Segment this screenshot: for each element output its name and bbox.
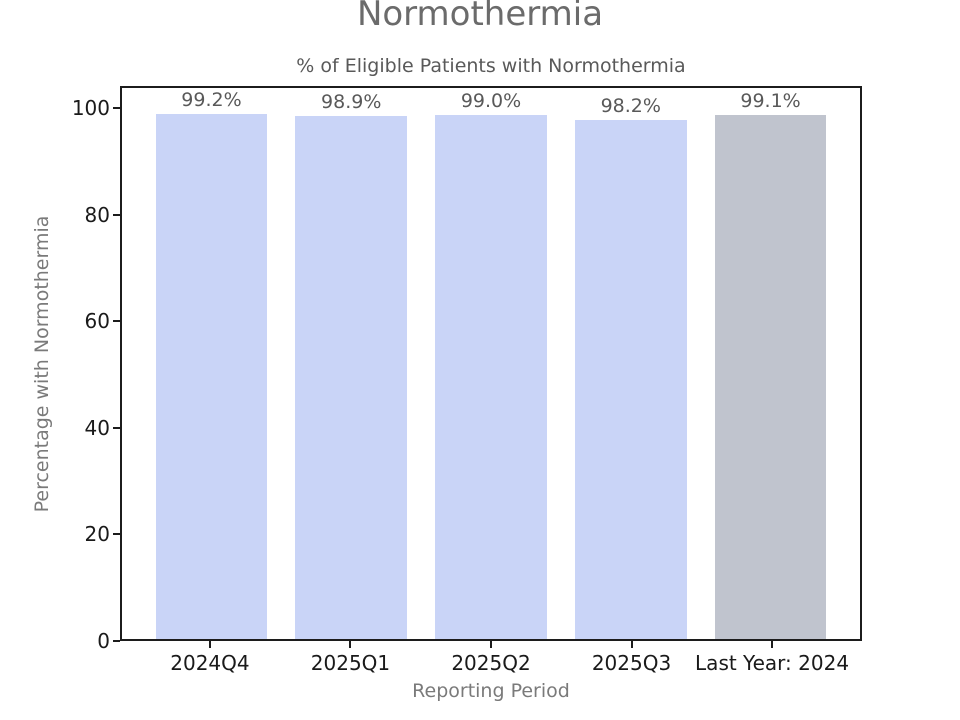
y-tick-label: 60 xyxy=(84,309,110,334)
x-axis-label: Reporting Period xyxy=(412,680,570,702)
bar-2025Q1 xyxy=(295,115,408,639)
y-tick-mark xyxy=(113,426,120,429)
y-tick-mark xyxy=(113,640,120,642)
y-tick-label: 40 xyxy=(84,415,110,440)
x-tick-mark xyxy=(771,641,774,648)
y-tick-mark xyxy=(113,320,120,323)
x-tick-label: 2025Q2 xyxy=(451,651,531,675)
x-tick-label: 2024Q4 xyxy=(170,651,250,675)
x-tick-label: Last Year: 2024 xyxy=(695,651,850,675)
x-tick-mark xyxy=(490,641,492,648)
bar-value-label: 99.0% xyxy=(460,90,522,113)
bar-Last Year: 2024 xyxy=(714,114,827,639)
y-tick-label: 0 xyxy=(97,629,110,653)
y-tick-label: 20 xyxy=(84,522,110,547)
bar-2025Q3 xyxy=(574,119,687,639)
plot-area: 99.2% 98.9% 99.0% 98.2% 99.1% xyxy=(120,86,862,641)
y-tick-label: 80 xyxy=(84,202,110,227)
bar-value-label: 99.2% xyxy=(181,89,242,112)
x-tick-label: 2025Q3 xyxy=(591,651,672,675)
y-tick-label: 100 xyxy=(71,96,110,121)
y-tick-mark xyxy=(113,107,120,110)
bar-2025Q2 xyxy=(435,115,547,639)
bar-2024Q4 xyxy=(155,114,268,639)
x-tick-mark xyxy=(349,641,352,648)
x-tick-mark xyxy=(630,641,633,648)
x-tick-label: 2025Q1 xyxy=(310,651,391,675)
bar-value-label: 99.1% xyxy=(740,89,801,112)
bar-value-label: 98.2% xyxy=(600,94,661,117)
y-axis-label: Percentage with Normothermia xyxy=(31,215,53,513)
chart-title: Normothermia xyxy=(356,0,604,34)
bar-value-label: 98.9% xyxy=(321,90,382,113)
y-tick-mark xyxy=(113,533,120,536)
chart-subtitle: % of Eligible Patients with Normothermia xyxy=(296,55,686,77)
y-tick-mark xyxy=(113,213,120,216)
x-tick-mark xyxy=(208,641,211,648)
